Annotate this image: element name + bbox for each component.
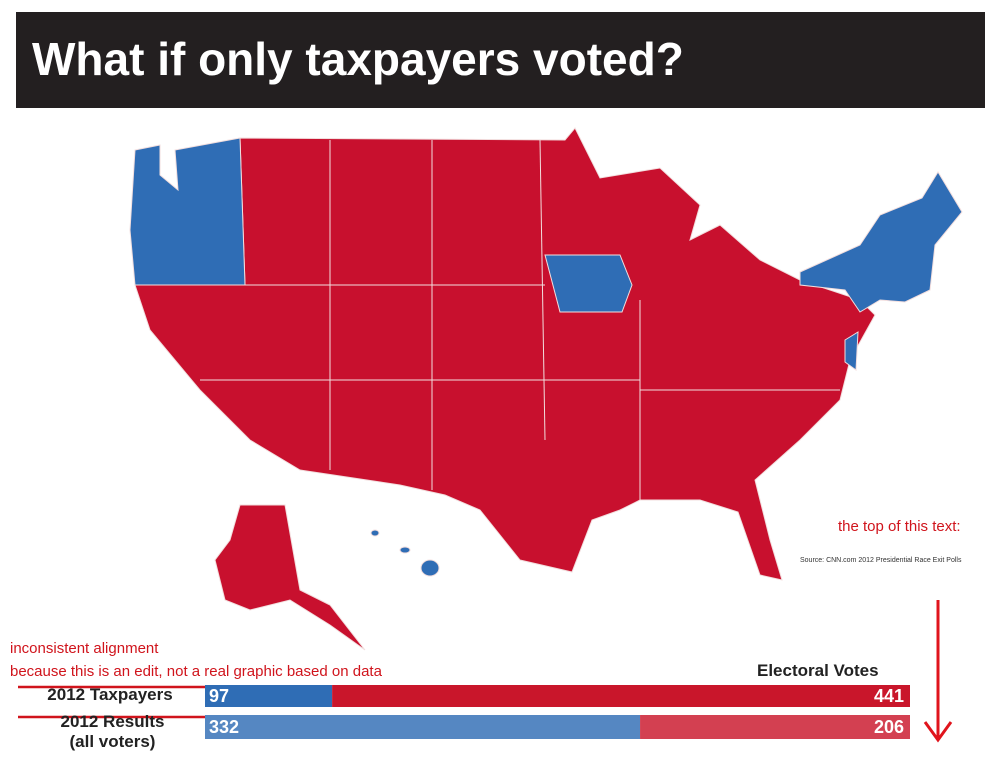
- bar-segment: [640, 715, 910, 739]
- bar-segment: [205, 685, 333, 707]
- source: Source: CNN.com 2012 Presidential Race E…: [800, 557, 962, 564]
- bar-segment: [205, 715, 641, 739]
- value-label: 332: [209, 717, 239, 737]
- category-label: 2012 Taxpayers: [47, 685, 173, 704]
- value-label: 97: [209, 686, 229, 706]
- annotation: inconsistent alignment: [10, 640, 159, 657]
- title: What if only taxpayers voted?: [32, 33, 684, 85]
- category-label: 2012 Results (all voters): [60, 712, 165, 751]
- map-alaska: [214, 504, 366, 651]
- bar-segment: [332, 685, 910, 707]
- map-hawaii: [399, 546, 411, 554]
- axis-label: Electoral Votes: [757, 661, 879, 680]
- title-bar: What if only taxpayers voted?: [16, 12, 985, 108]
- arrow-head: [923, 721, 953, 743]
- value-label: 441: [874, 686, 904, 706]
- map-blue-northeast: [799, 171, 963, 313]
- value-label: 206: [874, 717, 904, 737]
- map-blue-iowa: [544, 254, 633, 313]
- annotation: the top of this text:: [838, 518, 961, 535]
- state-border: [539, 139, 546, 441]
- map-blue-md: [844, 331, 859, 371]
- annotation: because this is an edit, not a real grap…: [10, 663, 382, 680]
- map-red-states: [134, 127, 876, 581]
- map-blue-northwest: [129, 137, 246, 286]
- bars: 97 441 332 206: [205, 685, 910, 739]
- map-hawaii: [370, 529, 380, 537]
- map: [129, 127, 963, 651]
- map-hawaii: [420, 559, 440, 577]
